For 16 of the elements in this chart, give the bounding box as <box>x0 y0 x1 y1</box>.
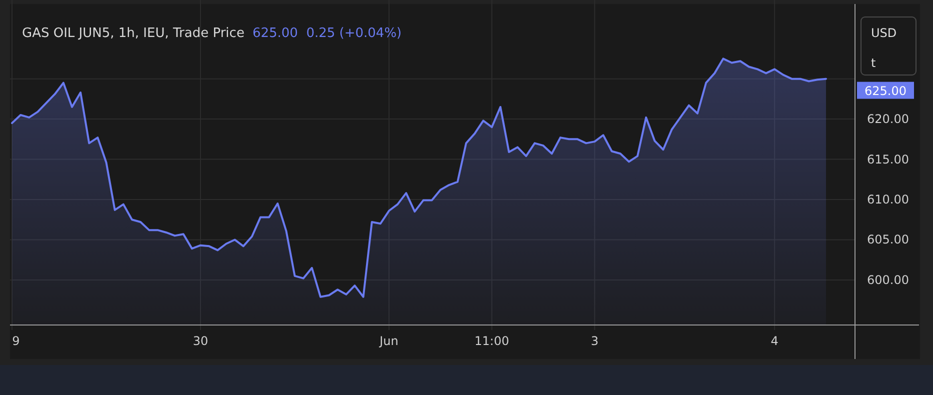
y-tick-label: 605.00 <box>867 232 909 247</box>
x-tick-label: 11:00 <box>474 334 510 348</box>
x-tick-label: 3 <box>590 334 598 348</box>
x-tick-label: Jun <box>378 334 398 348</box>
x-tick-label: 4 <box>770 334 778 348</box>
text: t <box>871 56 876 70</box>
text: 625.00 0.25 (+0.04%) <box>252 26 402 41</box>
x-tick-label: 9 <box>12 334 20 348</box>
y-tick-label: 610.00 <box>867 192 909 206</box>
y-tick-label: 615.00 <box>867 152 909 166</box>
text: 625.00 <box>864 84 906 98</box>
y-axis-title: USD <box>871 26 897 40</box>
text: GAS OIL JUN5, 1h, IEU, Trade Price <box>22 26 244 41</box>
x-tick-label: 30 <box>192 334 208 348</box>
y-tick-label: 600.00 <box>867 272 909 287</box>
y-tick-label: 620.00 <box>867 112 909 126</box>
